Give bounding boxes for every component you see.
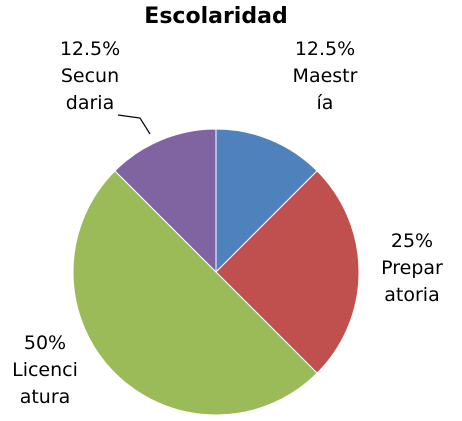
category-label: Preparatoria [381,257,443,306]
slice-label: 25% Preparatoria [377,228,447,309]
value-label: 12.5% [59,38,121,60]
slice-label: 12.5% Maestría [290,36,360,117]
chart-title: Escolaridad [144,4,288,29]
category-label: Licenciatura [12,359,78,408]
slice-label: 12.5% Secundaria [55,36,125,117]
pie-slice [114,128,217,274]
slice-label: 50% Licenciatura [10,330,80,411]
leader-line [117,114,151,135]
pie-slice [72,170,318,416]
pie-slice [215,128,318,274]
category-label: Secundaria [60,65,120,114]
value-label: 50% [23,332,67,354]
category-label: Maestría [292,65,358,114]
value-label: 25% [390,230,434,252]
value-label: 12.5% [294,38,356,60]
pie-slice [215,170,360,374]
